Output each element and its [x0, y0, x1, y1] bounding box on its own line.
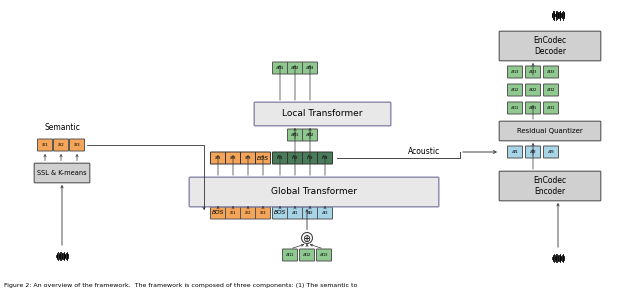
FancyBboxPatch shape — [211, 152, 225, 164]
Text: $a_{12}$: $a_{12}$ — [510, 86, 520, 94]
FancyBboxPatch shape — [38, 139, 52, 151]
FancyBboxPatch shape — [255, 152, 271, 164]
Circle shape — [301, 233, 312, 244]
Text: $a_{13}$: $a_{13}$ — [319, 251, 329, 259]
FancyBboxPatch shape — [54, 139, 68, 151]
Text: $a_{33}$: $a_{33}$ — [546, 68, 556, 76]
Text: Residual Quantizer: Residual Quantizer — [517, 128, 583, 134]
FancyBboxPatch shape — [273, 152, 287, 164]
FancyBboxPatch shape — [317, 152, 333, 164]
FancyBboxPatch shape — [499, 31, 601, 61]
Text: Figure 2: An overview of the framework.  The framework is composed of three comp: Figure 2: An overview of the framework. … — [4, 283, 357, 288]
FancyBboxPatch shape — [543, 146, 559, 158]
Text: $s_1$: $s_1$ — [229, 209, 237, 217]
Text: $a_{11}$: $a_{11}$ — [285, 251, 295, 259]
Text: $a_{31}$: $a_{31}$ — [546, 104, 556, 112]
Text: $s_2$: $s_2$ — [57, 141, 65, 149]
Text: $a_{11}$: $a_{11}$ — [290, 131, 300, 139]
FancyBboxPatch shape — [543, 84, 559, 96]
Text: $s_1$: $s_1$ — [41, 141, 49, 149]
FancyBboxPatch shape — [303, 152, 317, 164]
FancyBboxPatch shape — [525, 66, 541, 78]
Text: $h_3$: $h_3$ — [306, 154, 314, 162]
Text: $a_{11}$: $a_{11}$ — [275, 64, 285, 72]
Text: $a_{13}$: $a_{13}$ — [305, 64, 315, 72]
Text: $a_3$: $a_3$ — [321, 209, 329, 217]
FancyBboxPatch shape — [254, 102, 391, 126]
Text: $\oplus$: $\oplus$ — [302, 233, 312, 244]
FancyBboxPatch shape — [543, 102, 559, 114]
FancyBboxPatch shape — [225, 152, 241, 164]
FancyBboxPatch shape — [273, 62, 287, 74]
Text: EOS: EOS — [257, 155, 269, 161]
Text: BOS: BOS — [274, 210, 286, 216]
FancyBboxPatch shape — [525, 102, 541, 114]
Text: $a_2$: $a_2$ — [529, 148, 537, 156]
FancyBboxPatch shape — [241, 207, 255, 219]
Text: Global Transformer: Global Transformer — [271, 187, 357, 196]
Text: $h_1$: $h_1$ — [276, 154, 284, 162]
FancyBboxPatch shape — [287, 129, 303, 141]
FancyBboxPatch shape — [211, 207, 225, 219]
Text: $s_2$: $s_2$ — [229, 154, 237, 162]
FancyBboxPatch shape — [317, 249, 332, 261]
Text: $a_{22}$: $a_{22}$ — [528, 86, 538, 94]
FancyBboxPatch shape — [241, 152, 255, 164]
Text: $a_{12}$: $a_{12}$ — [290, 64, 300, 72]
FancyBboxPatch shape — [508, 146, 522, 158]
FancyBboxPatch shape — [303, 207, 317, 219]
FancyBboxPatch shape — [300, 249, 314, 261]
Text: Semantic: Semantic — [44, 123, 80, 132]
Text: SSL & K-means: SSL & K-means — [37, 170, 87, 176]
Text: BOS: BOS — [212, 210, 224, 216]
Text: EnCodec
Encoder: EnCodec Encoder — [533, 176, 566, 196]
FancyBboxPatch shape — [499, 121, 601, 141]
Text: $s_2$: $s_2$ — [244, 209, 252, 217]
Text: $a_{32}$: $a_{32}$ — [546, 86, 556, 94]
FancyBboxPatch shape — [303, 62, 317, 74]
Text: $h_4$: $h_4$ — [321, 154, 329, 162]
Text: $a_1$: $a_1$ — [291, 209, 299, 217]
FancyBboxPatch shape — [282, 249, 298, 261]
FancyBboxPatch shape — [255, 207, 271, 219]
Text: $a_{12}$: $a_{12}$ — [305, 131, 315, 139]
FancyBboxPatch shape — [508, 84, 522, 96]
FancyBboxPatch shape — [317, 207, 333, 219]
FancyBboxPatch shape — [287, 152, 303, 164]
FancyBboxPatch shape — [34, 163, 90, 183]
FancyBboxPatch shape — [303, 129, 317, 141]
Text: $a_{12}$: $a_{12}$ — [302, 251, 312, 259]
Text: $a_{21}$: $a_{21}$ — [528, 104, 538, 112]
Text: $a_{13}$: $a_{13}$ — [510, 68, 520, 76]
Text: Local Transformer: Local Transformer — [282, 109, 363, 118]
FancyBboxPatch shape — [525, 146, 541, 158]
Text: $s_3$: $s_3$ — [244, 154, 252, 162]
FancyBboxPatch shape — [525, 84, 541, 96]
Text: $s_3$: $s_3$ — [73, 141, 81, 149]
Text: Acoustic: Acoustic — [408, 148, 440, 157]
FancyBboxPatch shape — [508, 102, 522, 114]
FancyBboxPatch shape — [287, 62, 303, 74]
Text: $h_2$: $h_2$ — [291, 154, 299, 162]
FancyBboxPatch shape — [543, 66, 559, 78]
FancyBboxPatch shape — [225, 207, 241, 219]
FancyBboxPatch shape — [287, 207, 303, 219]
Text: $a_1$: $a_1$ — [511, 148, 519, 156]
FancyBboxPatch shape — [273, 207, 287, 219]
FancyBboxPatch shape — [189, 177, 439, 207]
Text: $a_{23}$: $a_{23}$ — [528, 68, 538, 76]
Text: $a_{11}$: $a_{11}$ — [510, 104, 520, 112]
Text: EnCodec
Decoder: EnCodec Decoder — [533, 36, 566, 56]
Text: $a_2$: $a_2$ — [306, 209, 314, 217]
FancyBboxPatch shape — [508, 66, 522, 78]
FancyBboxPatch shape — [499, 171, 601, 201]
FancyBboxPatch shape — [70, 139, 84, 151]
Text: $s_1$: $s_1$ — [214, 154, 221, 162]
Text: $a_3$: $a_3$ — [547, 148, 555, 156]
Text: $s_3$: $s_3$ — [259, 209, 267, 217]
